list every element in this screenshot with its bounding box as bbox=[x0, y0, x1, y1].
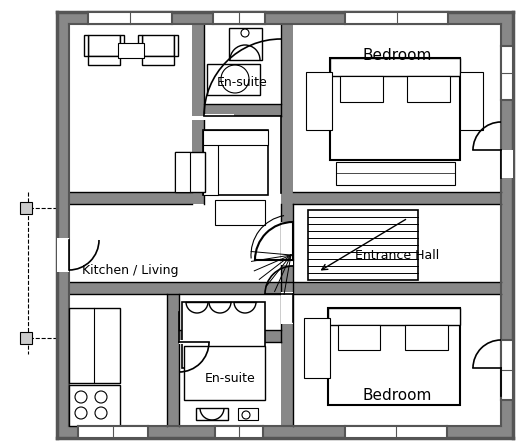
Bar bbox=[204, 114, 234, 118]
Bar bbox=[78, 426, 148, 438]
Bar bbox=[179, 342, 281, 426]
Bar bbox=[501, 340, 513, 400]
Bar bbox=[293, 192, 501, 204]
Bar bbox=[192, 116, 281, 120]
Bar bbox=[69, 192, 192, 204]
Bar bbox=[184, 346, 265, 400]
Bar bbox=[69, 294, 167, 426]
Bar bbox=[345, 426, 447, 438]
Bar bbox=[120, 35, 124, 56]
Bar bbox=[306, 72, 332, 130]
Bar bbox=[57, 12, 513, 438]
Bar bbox=[328, 308, 460, 325]
Bar bbox=[118, 43, 144, 58]
Bar bbox=[308, 210, 418, 280]
Bar bbox=[69, 24, 501, 426]
Bar bbox=[330, 58, 460, 160]
Bar bbox=[293, 24, 501, 204]
Bar bbox=[501, 150, 513, 178]
Text: Bedroom: Bedroom bbox=[362, 47, 432, 63]
Bar bbox=[142, 56, 174, 65]
Circle shape bbox=[75, 391, 87, 403]
Bar bbox=[203, 130, 218, 195]
Bar bbox=[281, 222, 293, 265]
Bar bbox=[20, 332, 32, 344]
Bar bbox=[215, 426, 263, 438]
Bar bbox=[501, 368, 513, 396]
Bar bbox=[293, 204, 501, 294]
Bar bbox=[182, 302, 265, 368]
Bar bbox=[69, 308, 120, 383]
Bar bbox=[179, 340, 209, 344]
Circle shape bbox=[95, 391, 107, 403]
Bar bbox=[175, 152, 190, 192]
Bar bbox=[174, 35, 178, 56]
Bar bbox=[69, 282, 501, 294]
Bar bbox=[340, 76, 383, 102]
Circle shape bbox=[242, 411, 250, 419]
Bar bbox=[84, 35, 88, 56]
Bar bbox=[338, 325, 380, 350]
Bar bbox=[213, 12, 265, 24]
Bar bbox=[88, 56, 120, 65]
Bar bbox=[345, 12, 448, 24]
Bar bbox=[203, 130, 268, 195]
Bar bbox=[330, 58, 460, 76]
Bar bbox=[460, 72, 483, 130]
Bar bbox=[293, 294, 501, 426]
Bar bbox=[501, 46, 513, 100]
Circle shape bbox=[241, 29, 249, 37]
Bar bbox=[179, 294, 281, 330]
Bar bbox=[405, 325, 448, 350]
Bar bbox=[204, 104, 281, 116]
Bar bbox=[281, 24, 293, 426]
Bar bbox=[142, 35, 174, 56]
Bar bbox=[20, 202, 32, 214]
Bar bbox=[204, 24, 281, 104]
Bar bbox=[304, 318, 330, 378]
Bar bbox=[328, 308, 460, 405]
Bar bbox=[207, 64, 260, 95]
Text: En-suite: En-suite bbox=[205, 371, 256, 384]
Text: Entrance Hall: Entrance Hall bbox=[355, 249, 439, 262]
Bar bbox=[192, 24, 204, 204]
Bar bbox=[203, 130, 268, 145]
Circle shape bbox=[75, 407, 87, 419]
Bar bbox=[88, 35, 120, 56]
Bar bbox=[69, 24, 192, 294]
Text: Bedroom: Bedroom bbox=[362, 388, 432, 402]
Text: Kitchen / Living: Kitchen / Living bbox=[82, 263, 178, 276]
Bar bbox=[336, 162, 455, 185]
Bar bbox=[281, 292, 293, 324]
Bar bbox=[215, 200, 265, 225]
Bar bbox=[238, 408, 258, 420]
Bar bbox=[179, 330, 281, 342]
Bar bbox=[88, 12, 172, 24]
Bar bbox=[196, 408, 228, 420]
Text: En-suite: En-suite bbox=[217, 76, 268, 89]
Bar bbox=[229, 28, 262, 60]
Bar bbox=[175, 152, 205, 192]
Bar bbox=[407, 76, 450, 102]
Bar bbox=[69, 385, 120, 426]
Bar bbox=[138, 35, 142, 56]
Bar bbox=[57, 238, 69, 272]
Bar bbox=[167, 294, 179, 426]
Circle shape bbox=[95, 407, 107, 419]
